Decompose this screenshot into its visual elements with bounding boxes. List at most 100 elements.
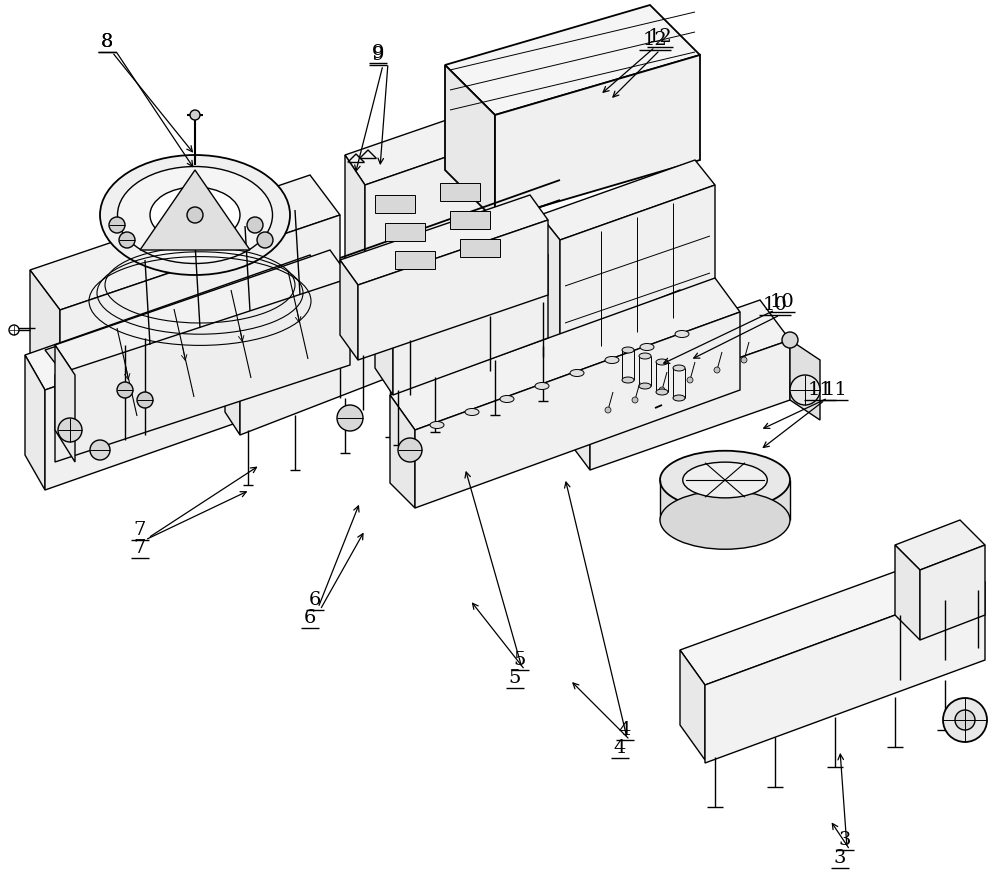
Polygon shape xyxy=(705,582,985,763)
Polygon shape xyxy=(55,250,350,375)
Polygon shape xyxy=(375,228,548,312)
Polygon shape xyxy=(790,340,820,420)
Ellipse shape xyxy=(535,382,549,389)
Ellipse shape xyxy=(500,396,514,403)
Text: 12: 12 xyxy=(643,31,667,49)
Polygon shape xyxy=(60,215,340,475)
Polygon shape xyxy=(540,160,715,240)
Polygon shape xyxy=(895,545,920,640)
Polygon shape xyxy=(340,195,548,285)
Circle shape xyxy=(117,382,133,398)
Text: 7: 7 xyxy=(134,521,146,539)
Text: 9: 9 xyxy=(372,44,384,62)
Ellipse shape xyxy=(640,344,654,351)
Circle shape xyxy=(741,357,747,363)
Polygon shape xyxy=(445,5,700,115)
Polygon shape xyxy=(25,355,45,490)
Text: 7: 7 xyxy=(134,539,146,557)
Polygon shape xyxy=(358,220,548,360)
Polygon shape xyxy=(620,372,705,413)
Circle shape xyxy=(955,710,975,730)
Text: 3: 3 xyxy=(839,831,851,849)
Ellipse shape xyxy=(656,389,668,395)
Circle shape xyxy=(187,207,203,223)
Text: 8: 8 xyxy=(101,33,113,51)
Polygon shape xyxy=(560,370,590,470)
Circle shape xyxy=(9,325,19,335)
Polygon shape xyxy=(590,340,790,470)
FancyBboxPatch shape xyxy=(450,211,490,229)
Polygon shape xyxy=(25,255,330,390)
Text: 10: 10 xyxy=(770,293,794,311)
Ellipse shape xyxy=(430,421,444,428)
Text: 4: 4 xyxy=(614,739,626,757)
Circle shape xyxy=(687,377,693,383)
Polygon shape xyxy=(680,650,705,760)
Text: 12: 12 xyxy=(648,28,672,46)
Polygon shape xyxy=(895,520,985,570)
Ellipse shape xyxy=(675,330,689,337)
Ellipse shape xyxy=(622,377,634,383)
Ellipse shape xyxy=(673,365,685,371)
Polygon shape xyxy=(55,278,350,462)
Polygon shape xyxy=(55,345,75,462)
Polygon shape xyxy=(495,55,700,220)
Ellipse shape xyxy=(660,491,790,549)
Polygon shape xyxy=(680,548,985,685)
Circle shape xyxy=(247,217,263,233)
Polygon shape xyxy=(620,310,695,420)
Circle shape xyxy=(714,367,720,373)
Circle shape xyxy=(137,392,153,408)
Ellipse shape xyxy=(660,451,790,509)
Polygon shape xyxy=(390,395,415,508)
Ellipse shape xyxy=(100,155,290,275)
Circle shape xyxy=(659,387,665,393)
Ellipse shape xyxy=(622,347,634,353)
Polygon shape xyxy=(340,260,358,360)
Polygon shape xyxy=(30,270,60,480)
Polygon shape xyxy=(345,105,510,185)
Ellipse shape xyxy=(656,359,668,365)
Text: 4: 4 xyxy=(619,721,631,739)
Polygon shape xyxy=(390,278,740,430)
Polygon shape xyxy=(375,285,393,395)
Ellipse shape xyxy=(683,463,767,498)
Polygon shape xyxy=(393,255,548,395)
Circle shape xyxy=(398,438,422,462)
Circle shape xyxy=(790,375,820,405)
Circle shape xyxy=(632,397,638,403)
FancyBboxPatch shape xyxy=(440,183,480,201)
Text: 6: 6 xyxy=(309,591,321,609)
Ellipse shape xyxy=(673,395,685,401)
Polygon shape xyxy=(30,175,340,310)
Circle shape xyxy=(109,217,125,233)
Text: 6: 6 xyxy=(304,609,316,627)
Polygon shape xyxy=(45,255,340,363)
Ellipse shape xyxy=(465,409,479,416)
Polygon shape xyxy=(415,312,740,508)
Circle shape xyxy=(337,405,363,431)
Polygon shape xyxy=(605,320,620,420)
Ellipse shape xyxy=(639,383,651,389)
Ellipse shape xyxy=(150,187,240,243)
Circle shape xyxy=(119,232,135,248)
Polygon shape xyxy=(345,155,365,295)
Circle shape xyxy=(190,110,200,120)
FancyBboxPatch shape xyxy=(395,251,435,269)
Polygon shape xyxy=(45,290,330,490)
Polygon shape xyxy=(560,185,715,370)
Circle shape xyxy=(782,332,798,348)
Text: 10: 10 xyxy=(763,296,787,314)
Polygon shape xyxy=(540,215,560,370)
Text: 3: 3 xyxy=(834,849,846,867)
Text: 5: 5 xyxy=(509,669,521,687)
Ellipse shape xyxy=(118,167,272,263)
Circle shape xyxy=(257,232,273,248)
Circle shape xyxy=(943,698,987,742)
Circle shape xyxy=(90,440,110,460)
Polygon shape xyxy=(605,290,695,340)
Ellipse shape xyxy=(605,357,619,364)
Polygon shape xyxy=(560,300,790,410)
Polygon shape xyxy=(240,308,395,435)
Text: 9: 9 xyxy=(372,46,384,64)
